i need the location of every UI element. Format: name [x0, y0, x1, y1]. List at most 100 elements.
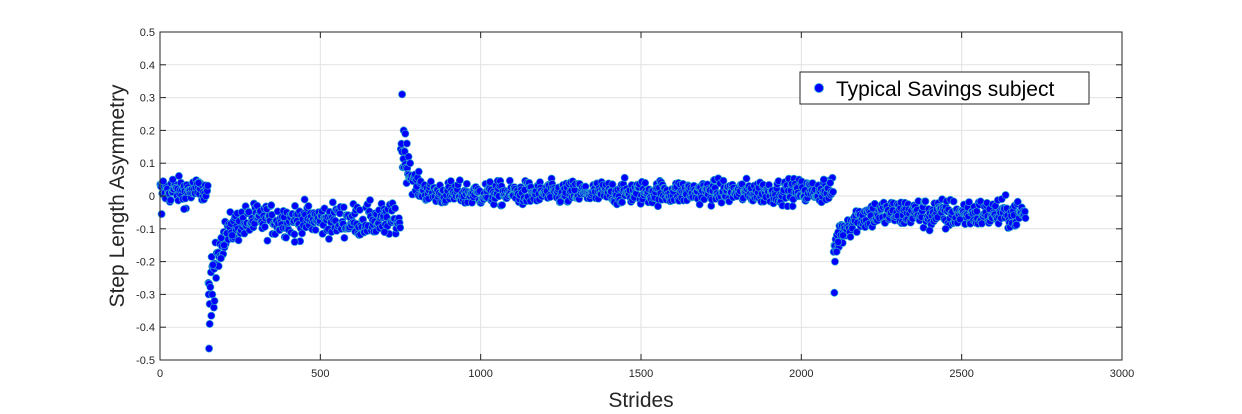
- data-point: [965, 198, 973, 207]
- y-tick-label: -0.1: [136, 224, 155, 236]
- data-point: [826, 178, 835, 187]
- data-point: [205, 344, 214, 353]
- data-point: [304, 202, 313, 210]
- y-tick-label: 0.2: [140, 125, 155, 137]
- data-point: [852, 228, 861, 237]
- y-tick-label: -0.3: [136, 289, 155, 301]
- data-point: [339, 203, 348, 212]
- data-point: [228, 231, 237, 240]
- data-point: [832, 247, 841, 256]
- data-point: [455, 176, 464, 185]
- data-point: [925, 226, 934, 235]
- data-point: [391, 204, 399, 213]
- y-tick-label: 0.3: [140, 93, 155, 105]
- data-point: [234, 236, 243, 245]
- data-point: [742, 174, 751, 183]
- x-tick-label: 2500: [949, 368, 973, 380]
- data-point: [335, 209, 344, 218]
- data-point: [486, 178, 494, 186]
- data-point: [505, 176, 514, 185]
- data-point: [298, 229, 307, 238]
- data-point: [641, 178, 650, 187]
- data-point: [949, 197, 958, 206]
- data-point: [446, 177, 455, 185]
- data-point: [207, 252, 216, 261]
- data-points: [156, 90, 1030, 353]
- data-point: [220, 241, 229, 250]
- data-point: [719, 176, 728, 185]
- data-point: [1021, 214, 1030, 223]
- data-point: [290, 230, 299, 239]
- data-point: [620, 173, 629, 182]
- data-point: [282, 233, 290, 242]
- data-point: [208, 260, 217, 269]
- x-tick-label: 2000: [789, 368, 813, 380]
- data-point: [654, 202, 662, 211]
- data-point: [941, 224, 950, 233]
- y-tick-label: 0.4: [140, 60, 155, 72]
- y-tick-label: -0.2: [136, 257, 155, 269]
- data-point: [203, 181, 212, 190]
- data-point: [205, 319, 214, 328]
- data-point: [216, 254, 225, 263]
- legend-box: [799, 71, 1090, 105]
- data-point: [1012, 220, 1021, 229]
- y-tick-label: 0.1: [140, 158, 155, 170]
- data-point: [414, 167, 423, 176]
- data-point: [290, 237, 299, 246]
- data-point: [608, 180, 617, 189]
- data-point: [396, 223, 405, 232]
- data-point: [168, 175, 177, 184]
- data-point: [212, 274, 221, 282]
- data-point: [846, 232, 855, 241]
- data-point: [618, 198, 627, 207]
- y-tick-label: 0: [149, 191, 155, 203]
- data-point: [263, 236, 272, 245]
- data-point: [340, 233, 349, 242]
- data-point: [839, 231, 847, 240]
- data-point: [400, 147, 409, 156]
- data-point: [1013, 197, 1022, 206]
- data-point: [328, 198, 337, 207]
- data-point: [180, 205, 188, 214]
- legend-marker: [814, 83, 824, 93]
- data-point: [210, 297, 219, 305]
- x-tick-label: 1000: [468, 368, 492, 380]
- data-point: [209, 303, 218, 312]
- data-point: [207, 311, 216, 320]
- data-point: [921, 197, 930, 206]
- y-axis-title: Step Length Asymmetry: [106, 84, 129, 307]
- data-point: [260, 222, 269, 231]
- data-point: [829, 187, 838, 196]
- legend: Typical Savings subject: [799, 71, 1090, 105]
- data-point: [325, 235, 333, 243]
- legend-label: Typical Savings subject: [836, 78, 1054, 101]
- data-point: [206, 283, 215, 292]
- x-tick-labels: 0 500 1000 1500 2000 2500 3000: [157, 368, 1134, 380]
- x-tick-label: 0: [157, 368, 163, 380]
- data-point: [311, 225, 320, 234]
- data-point: [1001, 191, 1010, 199]
- x-tick-label: 3000: [1110, 368, 1134, 380]
- data-point: [366, 196, 374, 205]
- data-point: [977, 219, 986, 228]
- data-point: [402, 139, 411, 148]
- x-tick-label: 500: [311, 368, 329, 380]
- data-point: [291, 201, 299, 210]
- data-point: [157, 210, 166, 218]
- data-point: [401, 129, 410, 138]
- data-point: [194, 178, 203, 187]
- data-point: [462, 179, 471, 188]
- data-point: [830, 288, 839, 297]
- data-point: [380, 228, 389, 237]
- data-point: [166, 196, 175, 205]
- data-point: [208, 290, 217, 299]
- y-tick-label: -0.5: [136, 355, 155, 367]
- y-tick-label: 0.5: [140, 27, 155, 39]
- data-point: [404, 152, 413, 161]
- data-point: [819, 175, 828, 184]
- data-point: [788, 202, 797, 211]
- x-tick-label: 1500: [629, 368, 653, 380]
- data-point: [398, 90, 407, 99]
